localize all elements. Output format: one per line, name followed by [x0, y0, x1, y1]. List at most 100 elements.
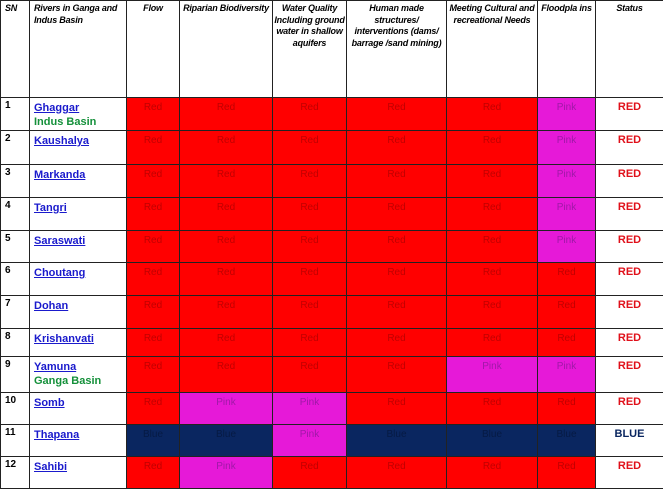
cell-floodplains: Pink	[537, 197, 596, 231]
cell-human-made-structures: Red	[346, 97, 447, 131]
river-link[interactable]: Somb	[34, 397, 65, 409]
river-link[interactable]: Ghaggar	[34, 102, 80, 114]
cell-flow: Blue	[126, 424, 180, 457]
cell-floodplains: Red	[537, 392, 596, 425]
status-badge: RED	[595, 356, 663, 393]
cell-floodplains: Red	[537, 328, 596, 357]
river-link[interactable]: Dohan	[34, 300, 69, 312]
basin-label: Indus Basin	[34, 116, 97, 128]
status-badge: RED	[595, 164, 663, 198]
status-badge: RED	[595, 392, 663, 425]
cell-human-made-structures: Red	[346, 356, 447, 393]
cell-riparian-biodiversity: Red	[179, 295, 273, 329]
cell-cultural-needs: Red	[446, 130, 538, 165]
row-river: Dohan	[29, 295, 127, 329]
table-row: 3 Markanda Red Red Red Red Red Pink RED	[0, 164, 663, 198]
row-sn: 9	[0, 356, 30, 393]
river-link[interactable]: Markanda	[34, 169, 86, 181]
row-sn: 10	[0, 392, 30, 425]
header-flow: Flow	[126, 0, 180, 98]
river-link[interactable]: Choutang	[34, 267, 86, 279]
cell-cultural-needs: Red	[446, 392, 538, 425]
cell-riparian-biodiversity: Red	[179, 197, 273, 231]
row-sn: 11	[0, 424, 30, 457]
cell-water-quality: Pink	[272, 392, 347, 425]
row-river: Krishanvati	[29, 328, 127, 357]
row-sn: 6	[0, 262, 30, 296]
cell-riparian-biodiversity: Red	[179, 230, 273, 263]
river-link[interactable]: Thapana	[34, 429, 80, 441]
row-sn: 4	[0, 197, 30, 231]
row-river: Choutang	[29, 262, 127, 296]
cell-riparian-biodiversity: Red	[179, 356, 273, 393]
cell-flow: Red	[126, 262, 180, 296]
status-badge: BLUE	[595, 424, 663, 457]
status-badge: RED	[595, 262, 663, 296]
cell-floodplains: Pink	[537, 230, 596, 263]
row-river: Markanda	[29, 164, 127, 198]
cell-cultural-needs: Red	[446, 456, 538, 489]
cell-cultural-needs: Blue	[446, 424, 538, 457]
table-row: 11 Thapana Blue Blue Pink Blue Blue Blue BLUE	[0, 424, 663, 457]
status-badge: RED	[595, 130, 663, 165]
cell-flow: Red	[126, 392, 180, 425]
river-link[interactable]: Krishanvati	[34, 333, 94, 345]
cell-floodplains: Blue	[537, 424, 596, 457]
cell-riparian-biodiversity: Red	[179, 97, 273, 131]
row-sn: 1	[0, 97, 30, 131]
table-row: 10 Somb Red Pink Pink Red Red Red RED	[0, 392, 663, 425]
cell-water-quality: Red	[272, 197, 347, 231]
basin-label: Ganga Basin	[34, 375, 102, 387]
status-badge: RED	[595, 97, 663, 131]
cell-human-made-structures: Red	[346, 392, 447, 425]
cell-flow: Red	[126, 328, 180, 357]
river-link[interactable]: Yamuna	[34, 361, 77, 373]
row-sn: 5	[0, 230, 30, 263]
cell-riparian-biodiversity: Red	[179, 164, 273, 198]
status-badge: RED	[595, 197, 663, 231]
row-river: Sahibi	[29, 456, 127, 489]
table-row: 6 Choutang Red Red Red Red Red Red RED	[0, 262, 663, 296]
table-body: 1 Ghaggar Indus Basin Red Red Red Red Red Pink RE…	[0, 97, 663, 489]
cell-cultural-needs: Red	[446, 197, 538, 231]
cell-riparian-biodiversity: Red	[179, 328, 273, 357]
row-river: Kaushalya	[29, 130, 127, 165]
row-sn: 12	[0, 456, 30, 489]
header-row: SN Rivers in Ganga and Indus Basin Flow …	[0, 0, 663, 98]
row-sn: 3	[0, 164, 30, 198]
cell-human-made-structures: Red	[346, 230, 447, 263]
river-link[interactable]: Saraswati	[34, 235, 86, 247]
cell-riparian-biodiversity: Pink	[179, 456, 273, 489]
row-sn: 7	[0, 295, 30, 329]
header-water-quality: Water Quality Including ground water in …	[272, 0, 347, 98]
river-link[interactable]: Tangri	[34, 202, 67, 214]
cell-riparian-biodiversity: Red	[179, 262, 273, 296]
cell-water-quality: Red	[272, 456, 347, 489]
cell-flow: Red	[126, 97, 180, 131]
cell-water-quality: Red	[272, 97, 347, 131]
river-link[interactable]: Sahibi	[34, 461, 68, 473]
river-link[interactable]: Kaushalya	[34, 135, 90, 147]
header-human-made-structures: Human made structures/ interventions (da…	[346, 0, 447, 98]
cell-human-made-structures: Red	[346, 328, 447, 357]
cell-cultural-needs: Pink	[446, 356, 538, 393]
table-row: 5 Saraswati Red Red Red Red Red Pink RED	[0, 230, 663, 263]
cell-water-quality: Red	[272, 328, 347, 357]
row-river: Tangri	[29, 197, 127, 231]
header-status: Status	[595, 0, 663, 98]
cell-water-quality: Red	[272, 295, 347, 329]
cell-human-made-structures: Red	[346, 164, 447, 198]
cell-cultural-needs: Red	[446, 164, 538, 198]
cell-floodplains: Pink	[537, 97, 596, 131]
table-row: 2 Kaushalya Red Red Red Red Red Pink RED	[0, 130, 663, 165]
cell-cultural-needs: Red	[446, 328, 538, 357]
cell-floodplains: Pink	[537, 356, 596, 393]
header-rivers: Rivers in Ganga and Indus Basin	[29, 0, 127, 98]
cell-water-quality: Red	[272, 262, 347, 296]
row-river: Thapana	[29, 424, 127, 457]
cell-human-made-structures: Red	[346, 295, 447, 329]
status-badge: RED	[595, 230, 663, 263]
status-badge: RED	[595, 456, 663, 489]
cell-flow: Red	[126, 356, 180, 393]
